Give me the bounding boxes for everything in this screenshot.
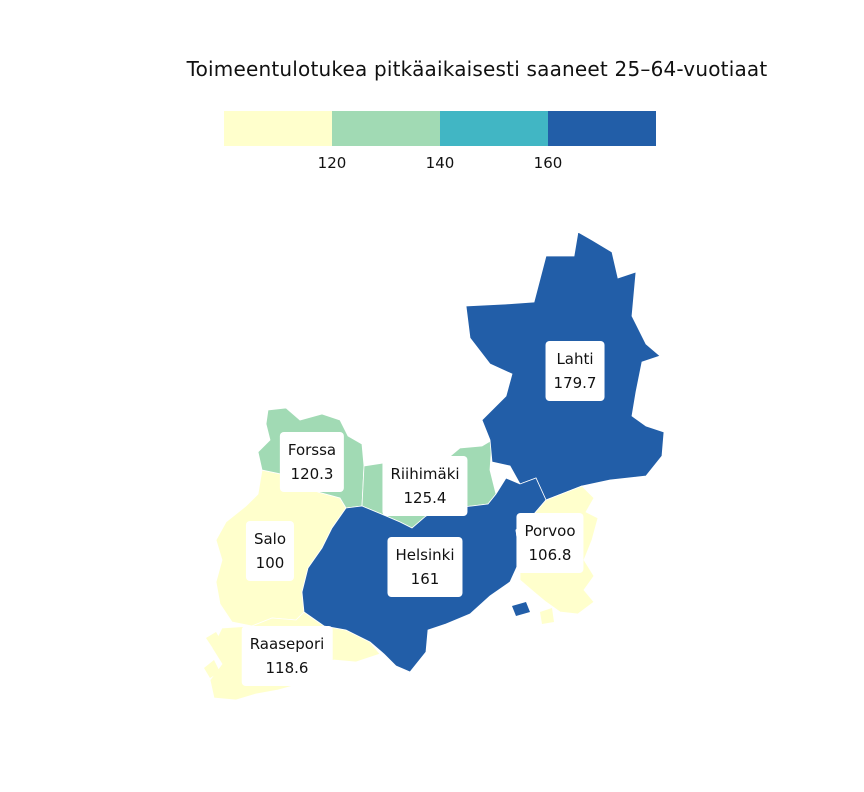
- legend-swatch-3: [440, 111, 548, 146]
- island: [512, 602, 530, 616]
- label-name: Lahti: [556, 350, 594, 368]
- label-name: Salo: [253, 530, 287, 548]
- island: [204, 660, 220, 678]
- label-name: Forssa: [287, 441, 337, 459]
- label-forssa: Forssa 120.3: [279, 432, 345, 492]
- label-raasepori: Raasepori 118.6: [241, 626, 333, 686]
- map-title: Toimeentulotukea pitkäaikaisesti saaneet…: [186, 57, 768, 81]
- label-value: 100: [255, 554, 285, 572]
- legend-swatch-2: [332, 111, 440, 146]
- label-helsinki: Helsinki 161: [387, 537, 463, 597]
- label-value: 120.3: [290, 465, 334, 483]
- legend-tick-120: 120: [317, 154, 347, 172]
- label-value: 161: [410, 570, 440, 588]
- label-value: 106.8: [528, 546, 572, 564]
- color-legend: [224, 111, 656, 146]
- label-name: Porvoo: [524, 522, 576, 540]
- legend-swatch-1: [224, 111, 332, 146]
- legend-swatch-4: [548, 111, 656, 146]
- legend-ticks: 120 140 160: [0, 154, 864, 174]
- label-lahti: Lahti 179.7: [545, 341, 605, 401]
- island: [206, 632, 222, 650]
- label-value: 118.6: [265, 659, 309, 677]
- legend-tick-140: 140: [425, 154, 455, 172]
- label-name: Raasepori: [249, 635, 325, 653]
- island: [540, 608, 554, 624]
- label-name: Riihimäki: [390, 465, 460, 483]
- label-riihimaki: Riihimäki 125.4: [382, 456, 468, 516]
- label-value: 179.7: [553, 374, 597, 392]
- legend-tick-160: 160: [533, 154, 563, 172]
- label-value: 125.4: [403, 489, 447, 507]
- label-porvoo: Porvoo 106.8: [516, 513, 584, 573]
- label-salo: Salo 100: [245, 521, 295, 581]
- label-name: Helsinki: [395, 546, 455, 564]
